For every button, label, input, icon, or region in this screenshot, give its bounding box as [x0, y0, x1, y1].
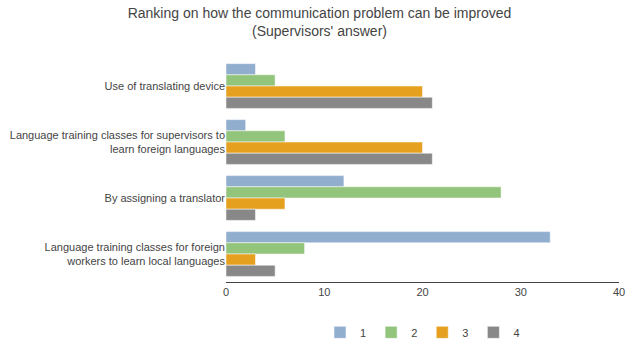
svg-text:0: 0 [223, 286, 229, 298]
svg-text:4: 4 [513, 327, 519, 339]
svg-text:By assigning a translator: By assigning a translator [105, 192, 226, 204]
svg-text:Use of translating device: Use of translating device [105, 80, 225, 92]
svg-text:1: 1 [360, 327, 366, 339]
svg-text:2: 2 [411, 327, 417, 339]
svg-text:30: 30 [515, 286, 527, 298]
svg-text:3: 3 [462, 327, 468, 339]
svg-text:Language training classes for: Language training classes for foreignwor… [45, 241, 226, 267]
svg-text:20: 20 [416, 286, 428, 298]
svg-text:10: 10 [318, 286, 330, 298]
svg-text:Ranking on how the communicati: Ranking on how the communication problem… [128, 5, 512, 39]
svg-text:Language training classes for: Language training classes for supervisor… [10, 129, 226, 155]
svg-text:40: 40 [613, 286, 625, 298]
